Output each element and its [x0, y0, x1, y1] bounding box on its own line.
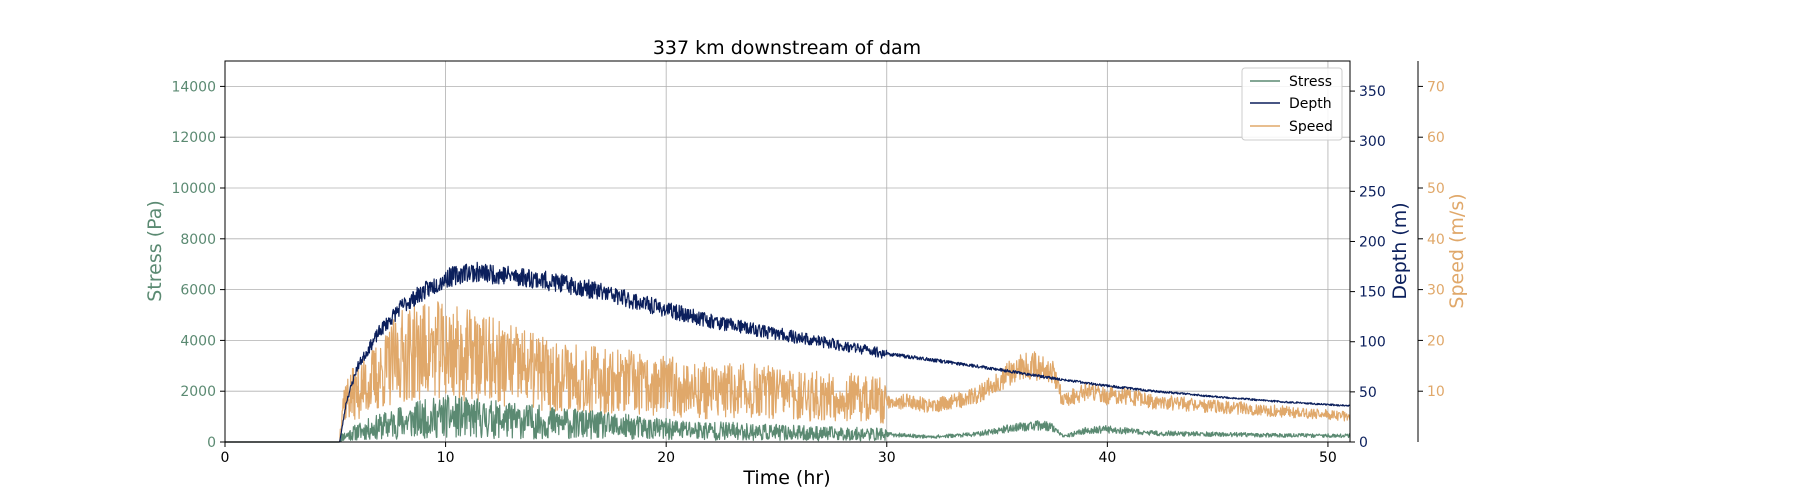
stress-tick-label: 4000 — [180, 333, 216, 349]
x-tick-label: 30 — [878, 450, 896, 466]
stress-tick-label: 10000 — [171, 181, 216, 197]
depth-tick-label: 50 — [1359, 385, 1377, 401]
legend-label-depth: Depth — [1289, 96, 1332, 112]
legend-box — [1241, 67, 1343, 141]
depth-tick-label: 0 — [1359, 435, 1368, 451]
series-line-speed — [224, 301, 1351, 443]
plot-frame — [224, 60, 1351, 443]
stress-axis: 0 2000 4000 6000 8000 10000 12000 14000 — [171, 79, 225, 451]
stress-axis-label: Stress (Pa) — [144, 200, 166, 302]
x-tick-label: 50 — [1319, 450, 1337, 466]
stress-tick-label: 0 — [207, 435, 216, 451]
speed-tick-label: 30 — [1427, 283, 1445, 299]
speed-tick-label: 60 — [1427, 130, 1445, 146]
legend-label-stress: Stress — [1289, 74, 1332, 90]
speed-tick-label: 40 — [1427, 232, 1445, 248]
series-line-depth — [224, 261, 1351, 443]
stress-tick-label: 8000 — [180, 232, 216, 248]
depth-tick-label: 250 — [1359, 184, 1386, 200]
depth-axis: 0 50 100 150 200 250 300 350 — [1350, 84, 1386, 451]
depth-tick-label: 100 — [1359, 335, 1386, 351]
x-tick-label: 20 — [657, 450, 675, 466]
stress-tick-label: 14000 — [171, 79, 216, 95]
x-tick-label: 10 — [437, 450, 455, 466]
stress-tick-label: 12000 — [171, 130, 216, 146]
speed-tick-label: 20 — [1427, 333, 1445, 349]
x-tick-label: 40 — [1098, 450, 1116, 466]
speed-tick-label: 10 — [1427, 384, 1445, 400]
series-layer — [224, 261, 1351, 443]
speed-tick-label: 50 — [1427, 181, 1445, 197]
x-axis: 0 10 20 30 40 50 — [221, 442, 1337, 466]
speed-axis: 10 20 30 40 50 60 70 — [1417, 61, 1445, 442]
x-tick-label: 0 — [221, 450, 230, 466]
series-line-stress — [224, 394, 1351, 443]
speed-tick-label: 70 — [1427, 79, 1445, 95]
stress-tick-label: 6000 — [180, 283, 216, 299]
legend-label-speed: Speed — [1289, 119, 1333, 135]
depth-tick-label: 200 — [1359, 234, 1386, 250]
chart-title: 337 km downstream of dam — [653, 37, 921, 59]
legend: Stress Depth Speed — [1241, 67, 1343, 141]
depth-tick-label: 350 — [1359, 84, 1386, 100]
depth-tick-label: 150 — [1359, 285, 1386, 301]
stress-tick-label: 2000 — [180, 384, 216, 400]
depth-tick-label: 300 — [1359, 134, 1386, 150]
depth-axis-label: Depth (m) — [1389, 202, 1411, 299]
speed-axis-label: Speed (m/s) — [1446, 193, 1468, 308]
x-axis-label: Time (hr) — [742, 467, 830, 489]
